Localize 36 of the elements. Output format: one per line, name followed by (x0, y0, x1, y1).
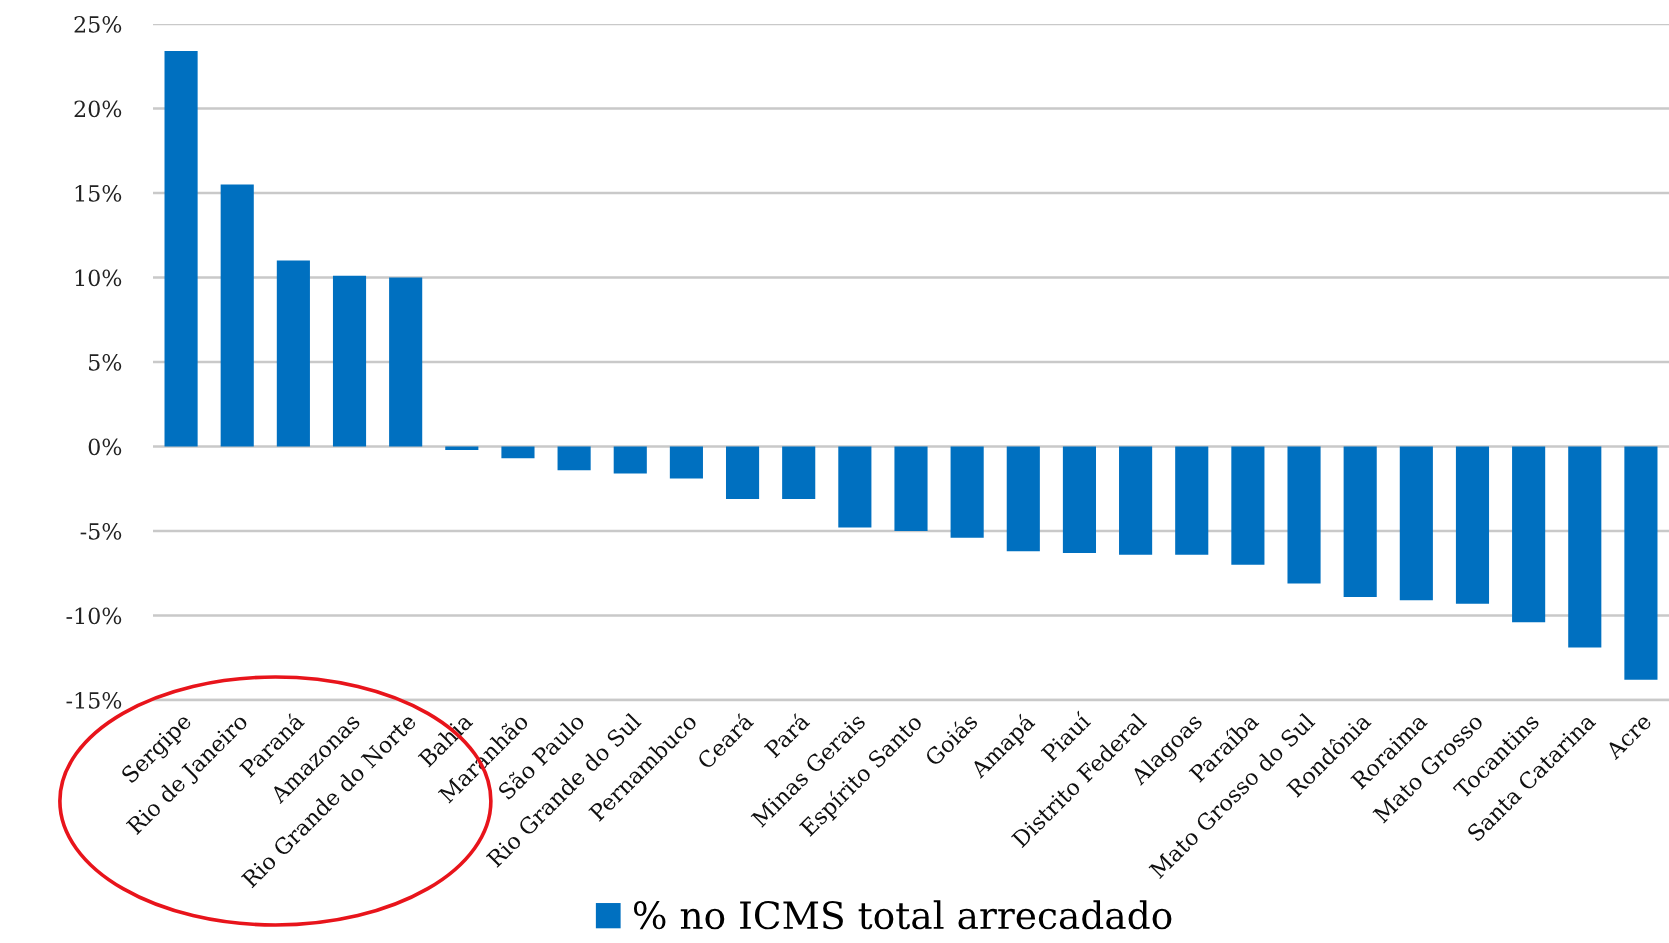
bar (1455, 446, 1490, 604)
bar (276, 260, 310, 447)
bar (557, 446, 591, 471)
bar (1568, 446, 1602, 648)
y-tick-label: 0% (88, 438, 122, 456)
bar (389, 277, 423, 447)
bar (669, 446, 703, 479)
bar (1343, 446, 1377, 597)
bar (1006, 446, 1040, 552)
bar (1119, 446, 1153, 555)
bar (1624, 446, 1658, 680)
y-tick-label: 10% (75, 269, 122, 287)
y-tick-label: 20% (74, 100, 122, 118)
bar (838, 446, 872, 528)
y-tick-label: 25% (74, 15, 122, 33)
bar (613, 446, 647, 474)
bar (725, 446, 760, 499)
legend-label: % no ICMS total arrecadado (633, 900, 1172, 930)
y-tick-label: 5% (89, 353, 122, 371)
bar (501, 446, 535, 459)
bar (332, 275, 367, 447)
bar (1062, 446, 1097, 553)
bar (782, 446, 816, 499)
bar (1512, 446, 1546, 623)
y-tick-label: -15% (66, 691, 122, 709)
bar (950, 446, 984, 538)
y-tick-label: 15% (75, 184, 122, 202)
bar (1399, 446, 1433, 601)
y-tick-label: -5% (80, 522, 122, 540)
bar (220, 184, 254, 447)
bar (1287, 446, 1321, 584)
bar (1231, 446, 1265, 565)
bar (894, 446, 928, 531)
y-tick-label: -10% (66, 607, 122, 625)
bar (1175, 446, 1209, 555)
bar (164, 51, 198, 447)
